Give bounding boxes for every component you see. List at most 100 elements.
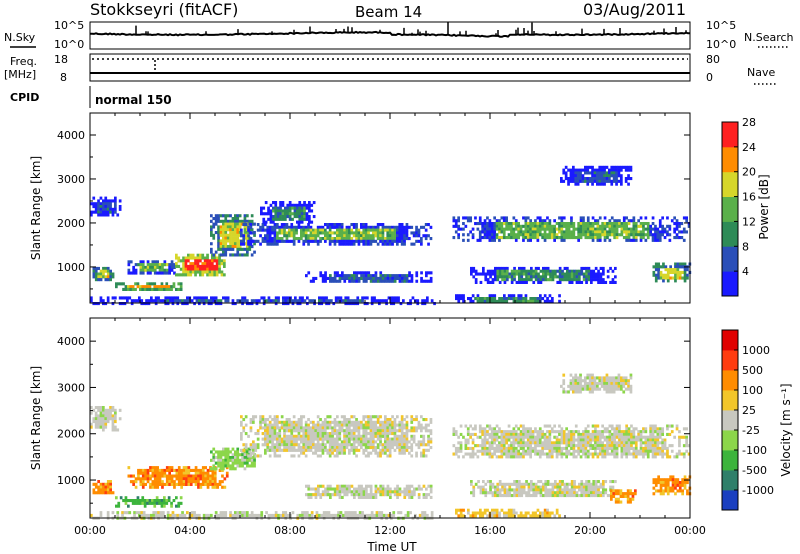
power-patch: [127, 260, 176, 275]
nave-tick-low: 0: [706, 71, 713, 84]
power-x-ticks: [89, 113, 691, 303]
power-ylabel: Slant Range [km]: [29, 156, 43, 260]
velocity-patches: [90, 373, 692, 520]
power-patch: [305, 271, 433, 283]
noise-tick-high-right: 10^5: [706, 19, 736, 32]
power-colorbar-swatch: [722, 271, 738, 297]
velocity-colorbar-tick-label: 25: [742, 404, 756, 417]
velocity-colorbar: 1000 500 100 25 -25 -100 -500 -1000: [721, 329, 774, 511]
velocity-patch: [92, 480, 115, 495]
velocity-x-tick-label: 08:00: [274, 524, 306, 537]
velocity-x-tick-label: 12:00: [374, 524, 406, 537]
velocity-x-tick-labels: 00:00 04:00 08:00 12:00 16:00 20:00 00:00: [74, 524, 706, 537]
velocity-y-ticks: 1000 2000 3000 4000: [57, 335, 690, 504]
velocity-x-tick-label: 04:00: [174, 524, 206, 537]
power-colorbar-tick-label: 16: [742, 191, 756, 204]
freq-label: Freq.: [10, 55, 37, 68]
velocity-y-tick-label: 2000: [57, 428, 85, 441]
power-patch: [455, 294, 561, 303]
power-patches: [90, 165, 692, 306]
noise-tick-low-right: 10^0: [706, 38, 736, 51]
power-y-tick-label: 3000: [57, 173, 85, 186]
velocity-colorbar-swatch: [722, 410, 738, 431]
velocity-patch: [115, 496, 183, 508]
velocity-patch: [452, 424, 691, 459]
velocity-x-ticks: [89, 318, 691, 518]
velocity-colorbar-tick-label: -100: [742, 444, 767, 457]
power-patch: [90, 296, 436, 306]
velocity-patch: [305, 484, 433, 499]
velocity-panel: 1000 2000 3000 4000 00:00 04:00 08:00 12:00 16:…: [29, 317, 793, 554]
velocity-colorbar-swatch: [722, 390, 738, 411]
power-patch: [240, 223, 433, 246]
date-title: 03/Aug/2011: [583, 0, 686, 19]
velocity-patch: [455, 508, 561, 518]
noise-panel: N.Sky 10^5 10^0 10^5 10^0 N.Search: [4, 19, 794, 51]
velocity-patch: [652, 475, 692, 496]
velocity-x-tick-label: 00:00: [674, 524, 706, 537]
power-y-tick-label: 2000: [57, 217, 85, 230]
velocity-cbar-label: Velocity [m s⁻¹]: [779, 383, 793, 476]
nave-tick-high: 80: [706, 53, 720, 66]
velocity-patch: [560, 373, 633, 394]
power-patch: [92, 266, 115, 282]
velocity-patch: [610, 489, 637, 504]
velocity-colorbar-swatch: [722, 330, 738, 351]
power-colorbar-swatch: [722, 246, 738, 272]
power-patch: [260, 201, 316, 224]
velocity-y-tick-label: 1000: [57, 474, 85, 487]
power-colorbar-swatch: [722, 196, 738, 222]
velocity-patch: [127, 466, 229, 489]
velocity-y-tick-label: 3000: [57, 381, 85, 394]
velocity-patch: [470, 480, 617, 498]
velocity-colorbar-tick-label: -500: [742, 464, 767, 477]
velocity-colorbar-swatch: [722, 350, 738, 371]
velocity-colorbar-tick-label: 100: [742, 384, 763, 397]
power-y-tick-label: 4000: [57, 129, 85, 142]
velocity-colorbar-tick-label: 500: [742, 364, 763, 377]
velocity-patch: [90, 406, 122, 432]
nave-label: Nave: [747, 66, 775, 79]
power-patch: [452, 216, 691, 242]
velocity-x-tick-label: 00:00: [74, 524, 106, 537]
nsearch-label: N.Search: [744, 31, 794, 44]
power-panel: 1000 2000 3000 4000 Slant Range [km] 4 8 12 16…: [29, 112, 771, 306]
power-colorbar-tick-label: 20: [742, 166, 756, 179]
velocity-patch: [240, 415, 433, 458]
freq-nave-panel: Freq. [MHz] 18 8 80 0 Nave: [4, 53, 776, 85]
freq-tick-low: 8: [60, 71, 67, 84]
power-colorbar: 4 8 12 16 20 24 28: [721, 116, 756, 297]
velocity-colorbar-tick-label: -1000: [742, 484, 774, 497]
power-colorbar-tick-label: 24: [742, 141, 756, 154]
power-patch: [470, 266, 617, 284]
station-title: Stokkseyri (fitACF): [90, 0, 238, 19]
power-patch: [175, 253, 226, 277]
power-colorbar-tick-label: 12: [742, 215, 756, 228]
velocity-ylabel: Slant Range [km]: [29, 366, 43, 470]
velocity-colorbar-tick-label: 1000: [742, 344, 770, 357]
velocity-y-tick-label: 4000: [57, 335, 85, 348]
freq-tick-high: 18: [54, 53, 68, 66]
velocity-colorbar-swatch: [722, 470, 738, 491]
power-patch: [90, 196, 122, 217]
power-colorbar-swatch: [722, 171, 738, 197]
noise-tick-low-left: 10^0: [54, 38, 84, 51]
power-patch: [115, 282, 183, 291]
velocity-colorbar-swatch: [722, 430, 738, 451]
velocity-xlabel: Time UT: [366, 540, 417, 554]
velocity-x-tick-label: 16:00: [474, 524, 506, 537]
power-colorbar-swatch: [722, 146, 738, 173]
power-patch: [652, 262, 692, 283]
beam-title: Beam 14: [355, 3, 422, 21]
power-colorbar-tick-label: 4: [742, 265, 749, 278]
power-colorbar-tick-label: 8: [742, 240, 749, 253]
cpid-label: CPID: [10, 91, 39, 104]
noise-tick-high-left: 10^5: [54, 19, 84, 32]
velocity-patch: [210, 447, 256, 471]
velocity-colorbar-tick-label: -25: [742, 424, 760, 437]
nsky-spikes: [135, 21, 687, 36]
power-y-tick-label: 1000: [57, 261, 85, 274]
nsky-trace: [90, 30, 691, 38]
velocity-x-tick-label: 20:00: [574, 524, 606, 537]
